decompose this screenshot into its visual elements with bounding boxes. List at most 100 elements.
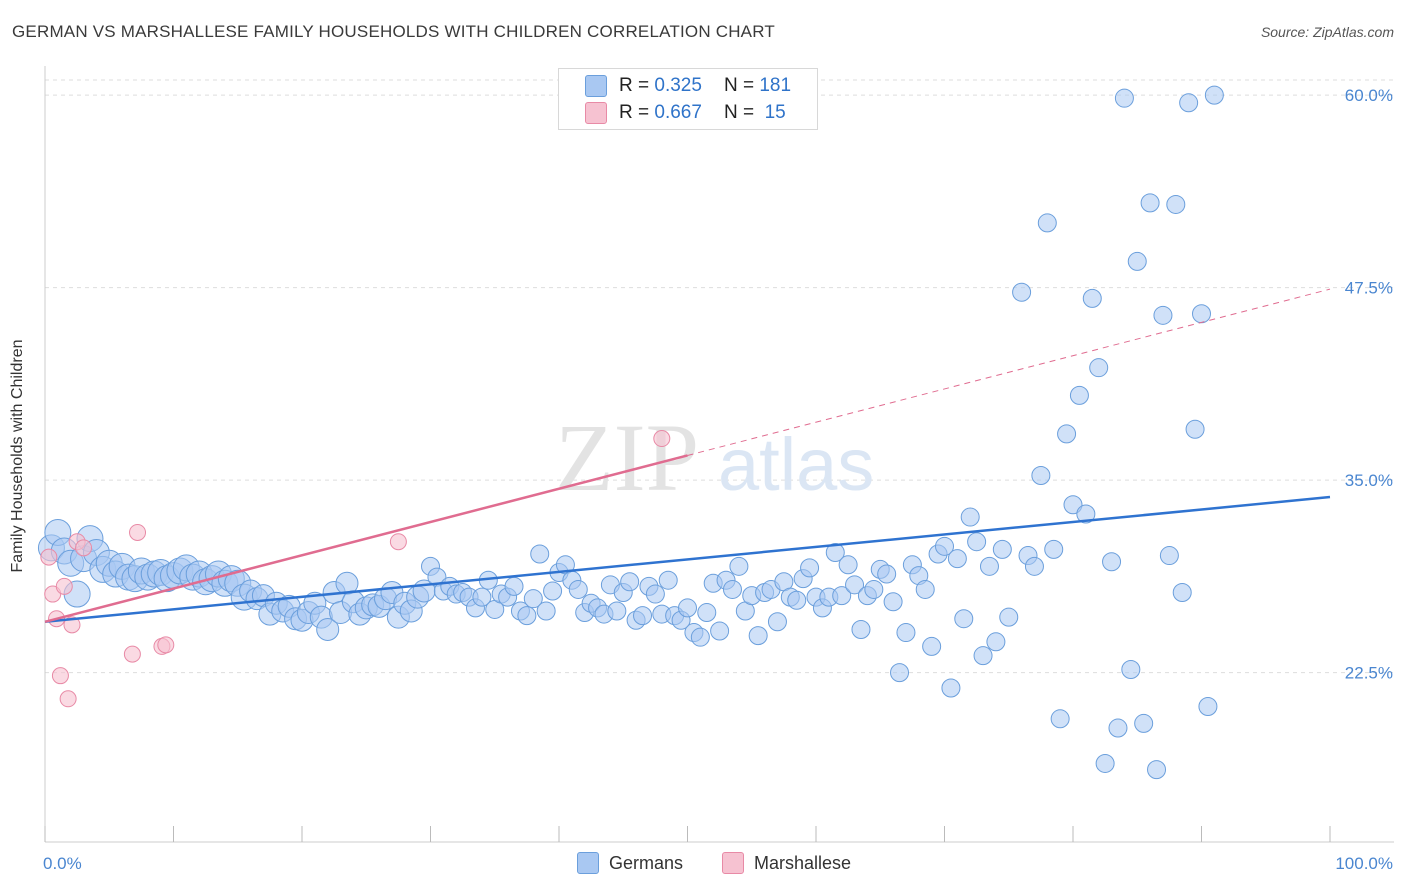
stats-legend: R = 0.325 N = 181 R = 0.667 N = 15: [558, 68, 818, 130]
germans-r-label: R =: [619, 75, 650, 96]
x-tick-label: 0.0%: [43, 854, 82, 873]
tick-labels: 22.5% 35.0% 47.5% 60.0% 0.0% 100.0%: [43, 86, 1393, 873]
marshallese-point: [157, 636, 175, 654]
germans-point: [999, 607, 1019, 627]
marshallese-trend-line: [44, 454, 688, 623]
germans-point: [1198, 696, 1218, 716]
chart-title: GERMAN VS MARSHALLESE FAMILY HOUSEHOLDS …: [12, 22, 775, 41]
germans-point: [1012, 282, 1032, 302]
germans-point: [543, 581, 563, 601]
germans-point: [825, 542, 845, 562]
marshallese-point: [63, 616, 81, 634]
y-tick-label: 22.5%: [1345, 664, 1393, 683]
germans-point: [1147, 760, 1167, 780]
germans-point: [960, 507, 980, 527]
germans-point: [1127, 251, 1147, 271]
germans-point: [935, 536, 954, 556]
germans-point: [767, 612, 787, 632]
marshallese-point: [55, 577, 73, 595]
y-tick-label: 35.0%: [1345, 471, 1393, 490]
germans-point: [1114, 88, 1134, 108]
germans-point: [504, 576, 524, 596]
germans-point: [947, 549, 967, 569]
germans-point: [890, 663, 910, 683]
germans-point: [722, 579, 742, 599]
germans-point: [1185, 419, 1205, 439]
germans-point: [523, 589, 543, 609]
germans-point: [530, 544, 550, 564]
germans-point: [1057, 424, 1077, 444]
germans-point: [838, 555, 858, 575]
germans-point: [787, 590, 807, 610]
germans-point: [877, 564, 897, 584]
germans-point: [690, 627, 710, 647]
germans-point: [1172, 583, 1192, 603]
germans-point: [973, 646, 993, 666]
bottom-legend-germans: Germans: [577, 852, 683, 874]
marshallese-r-value: 0.667: [654, 102, 702, 123]
marshallese-point: [51, 667, 69, 685]
germans-legend-label: Germans: [609, 852, 684, 873]
germans-point: [967, 532, 987, 552]
germans-point: [1037, 213, 1057, 233]
marshallese-point: [389, 533, 407, 551]
y-tick-label: 60.0%: [1345, 86, 1393, 105]
germans-point: [1166, 194, 1186, 214]
germans-point: [1082, 288, 1102, 308]
germans-point: [658, 570, 678, 590]
germans-point: [954, 609, 974, 629]
axes: [44, 66, 1394, 843]
germans-point: [536, 601, 556, 621]
germans-point: [883, 592, 903, 612]
germans-point: [1159, 546, 1179, 566]
germans-point: [915, 579, 935, 599]
germans-point: [1153, 305, 1173, 325]
germans-trend-line: [44, 495, 1331, 624]
source-credit: Source: ZipAtlas.com: [1260, 24, 1394, 40]
marshallese-point: [40, 548, 58, 566]
germans-point: [1024, 556, 1044, 576]
germans-n-label: N =: [723, 75, 755, 96]
germans-point: [620, 572, 640, 592]
germans-point: [1134, 713, 1154, 733]
germans-point: [710, 621, 730, 641]
germans-point: [832, 586, 852, 606]
germans-point: [896, 623, 916, 643]
germans-point: [1102, 552, 1122, 572]
germans-point: [1192, 304, 1211, 324]
germans-point: [1204, 85, 1224, 105]
germans-point: [845, 575, 865, 595]
x-tick-label: 100.0%: [1335, 854, 1393, 873]
germans-point: [1063, 495, 1083, 515]
germans-point: [1121, 660, 1141, 680]
germans-point: [645, 584, 665, 604]
germans-r-value: 0.325: [654, 75, 702, 96]
marshallese-n-value: 15: [764, 102, 786, 123]
germans-point: [992, 539, 1012, 559]
germans-point: [1089, 358, 1109, 378]
marshallese-swatch: [585, 102, 607, 124]
marshallese-point: [75, 539, 93, 557]
marshallese-point: [123, 645, 141, 663]
germans-point: [864, 579, 884, 599]
germans-point: [1095, 753, 1115, 773]
germans-point: [472, 587, 492, 607]
germans-point: [316, 617, 340, 641]
germans-point: [678, 598, 697, 618]
marshallese-legend-swatch: [722, 852, 744, 874]
legend-row-germans: R = 0.325 N = 181: [585, 73, 791, 99]
marshallese-legend-label: Marshallese: [754, 852, 852, 873]
y-tick-label: 47.5%: [1345, 279, 1393, 298]
marshallese-point: [129, 523, 147, 541]
watermark-atlas: atlas: [718, 423, 874, 506]
germans-swatch: [585, 75, 607, 97]
germans-point: [633, 606, 653, 626]
germans-point: [1069, 385, 1089, 405]
germans-n-value: 181: [759, 75, 792, 96]
germans-point: [1031, 465, 1051, 485]
germans-point: [1108, 718, 1128, 738]
marshallese-points: [40, 430, 671, 708]
marshallese-point: [653, 430, 671, 448]
watermark: ZIP atlas: [555, 404, 874, 511]
